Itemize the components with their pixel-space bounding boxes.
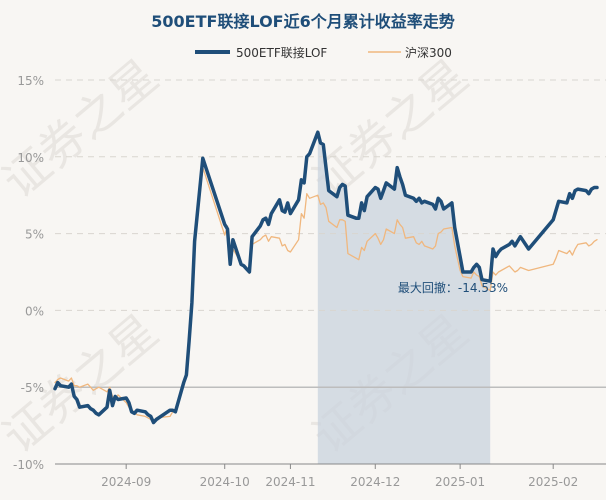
x-tick-label: 2025-02 xyxy=(528,475,578,489)
x-tick-label: 2024-09 xyxy=(101,475,151,489)
legend: 500ETF联接LOF 沪深300 xyxy=(195,45,452,60)
y-tick-label: 5% xyxy=(25,228,44,242)
max-drawdown-label: 最大回撤：-14.53% xyxy=(398,280,508,295)
axis-layer: 2024-09 2024-10 2024-11 2024-12 2025-01 2025-… xyxy=(55,463,606,489)
chart-title: 500ETF联接LOF近6个月累计收益率走势 xyxy=(151,12,454,31)
x-tick-label: 2024-10 xyxy=(200,475,250,489)
x-tick-label: 2024-11 xyxy=(265,475,315,489)
watermark-text: 证券之星 xyxy=(0,49,168,209)
legend-label-index: 沪深300 xyxy=(405,46,452,60)
y-tick-label: 15% xyxy=(17,74,44,88)
x-tick-label: 2025-01 xyxy=(435,475,485,489)
x-tick-label: 2024-12 xyxy=(350,475,400,489)
y-tick-label: -5% xyxy=(21,381,44,395)
series-line-fund xyxy=(53,130,599,425)
y-tick-label: -10% xyxy=(13,458,44,472)
y-tick-label: 10% xyxy=(17,151,44,165)
legend-label-fund: 500ETF联接LOF xyxy=(236,45,327,60)
y-tick-label: 0% xyxy=(25,304,44,318)
series-layer xyxy=(53,130,599,425)
